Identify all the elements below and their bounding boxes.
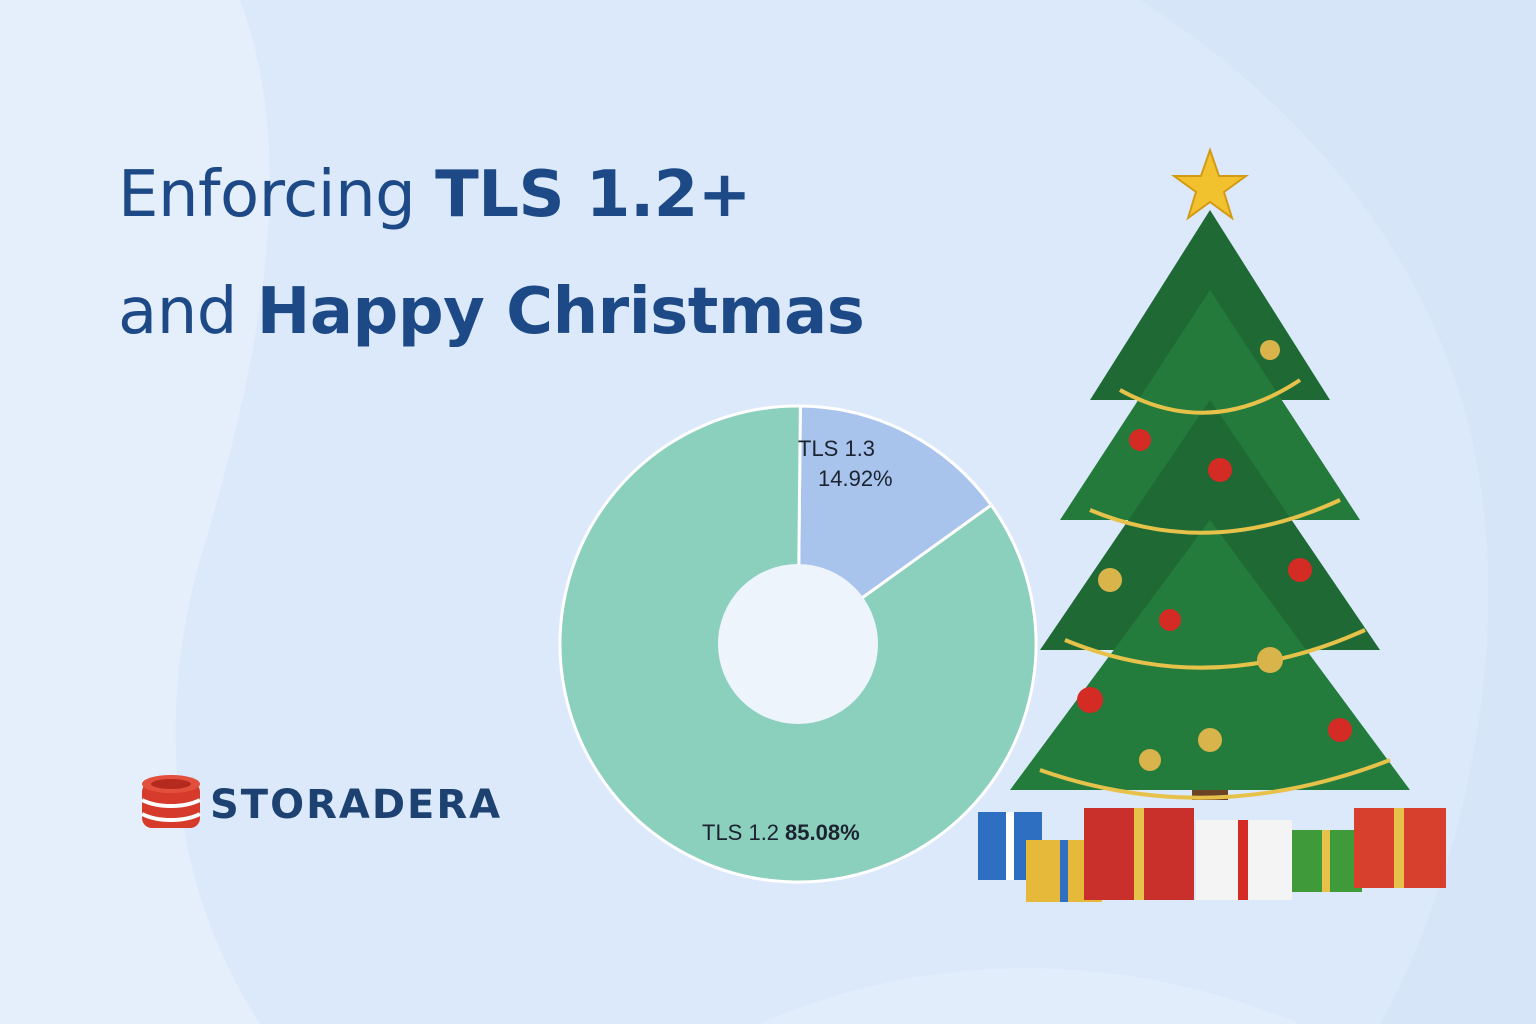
slice-label-tls13-value: 14.92% <box>818 466 893 491</box>
donut-hole <box>718 564 878 724</box>
slice-label-tls12-name: TLS 1.2 <box>702 820 779 845</box>
database-cylinder-logo-icon <box>141 775 201 828</box>
headline-and: and <box>118 275 257 349</box>
slice-label-tls12: TLS 1.2 85.08% <box>702 820 860 845</box>
gift-boxes <box>978 808 1446 902</box>
headline-prefix: Enforcing <box>118 158 436 232</box>
headline-line-1: Enforcing TLS 1.2+ <box>118 158 751 232</box>
storadera-logo: STORADERA <box>138 770 578 840</box>
tls-donut-chart: TLS 1.3 14.92% TLS 1.2 85.08% <box>558 404 1038 884</box>
logo-wordmark: STORADERA <box>210 782 503 828</box>
christmas-tree-illustration <box>978 146 1446 902</box>
tree-body <box>1010 210 1410 800</box>
headline-christmas-emphasis: Happy Christmas <box>256 275 865 349</box>
headline-tls-emphasis: TLS 1.2+ <box>435 158 751 232</box>
headline-line-2: and Happy Christmas <box>118 275 865 349</box>
star-icon <box>1170 146 1250 221</box>
slice-label-tls13-name: TLS 1.3 <box>798 436 875 461</box>
slice-label-tls12-value: 85.08% <box>785 820 860 845</box>
